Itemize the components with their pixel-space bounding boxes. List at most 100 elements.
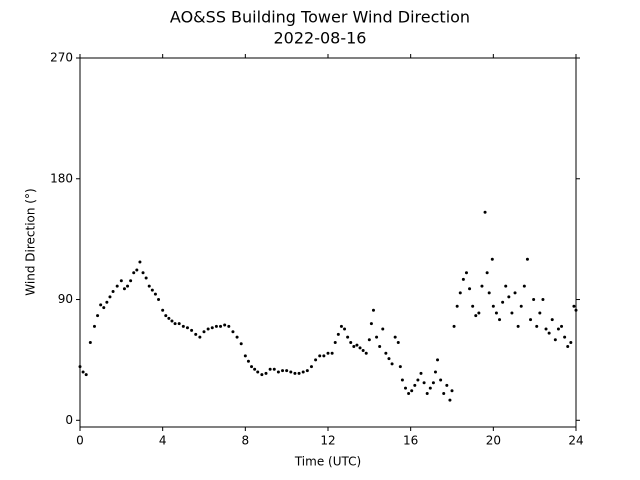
x-tick-label: 4 — [159, 434, 167, 448]
point — [569, 340, 573, 344]
point — [498, 318, 502, 322]
point — [147, 284, 151, 288]
point — [490, 257, 494, 261]
point — [445, 383, 449, 387]
point — [428, 386, 432, 390]
point — [157, 298, 161, 302]
point — [260, 373, 264, 377]
point — [223, 323, 227, 327]
point — [504, 284, 508, 288]
point — [510, 311, 514, 315]
point — [318, 354, 322, 358]
point — [170, 319, 174, 323]
point — [190, 328, 194, 332]
point — [181, 324, 185, 328]
point — [425, 391, 429, 395]
chart-subtitle: 2022-08-16 — [274, 29, 367, 48]
point — [519, 304, 523, 308]
point — [461, 277, 465, 281]
point — [416, 378, 420, 382]
point — [352, 344, 356, 348]
point — [560, 324, 564, 328]
point — [507, 295, 511, 299]
point — [513, 291, 517, 295]
point — [339, 324, 343, 328]
y-tick-label: 0 — [65, 413, 73, 427]
point — [439, 378, 443, 382]
point — [293, 371, 297, 375]
point — [468, 287, 472, 291]
point — [343, 327, 347, 331]
point — [314, 358, 318, 362]
point — [547, 331, 551, 335]
point — [135, 268, 139, 272]
point — [144, 276, 148, 280]
point — [529, 318, 533, 322]
point — [516, 324, 520, 328]
point — [239, 342, 243, 346]
point — [281, 369, 285, 373]
y-tick-label: 270 — [50, 51, 73, 65]
point — [88, 340, 92, 344]
x-tick-label: 0 — [76, 434, 84, 448]
point — [442, 391, 446, 395]
point — [393, 335, 397, 339]
point — [361, 349, 365, 353]
point — [246, 359, 250, 363]
point — [108, 295, 112, 299]
point — [400, 378, 404, 382]
point — [358, 346, 362, 350]
point — [81, 370, 85, 374]
point — [538, 311, 542, 315]
point — [153, 292, 157, 296]
point — [305, 369, 309, 373]
point — [471, 304, 475, 308]
point — [355, 343, 359, 347]
point — [398, 365, 402, 369]
point — [550, 318, 554, 322]
point — [494, 311, 498, 315]
point — [102, 306, 106, 310]
point — [480, 284, 484, 288]
point — [433, 370, 437, 374]
point — [129, 279, 133, 283]
point — [289, 370, 293, 374]
point — [141, 271, 145, 275]
point — [566, 344, 570, 348]
point — [474, 314, 478, 318]
point — [572, 304, 576, 308]
point — [119, 279, 123, 283]
point — [419, 371, 423, 375]
point — [431, 381, 435, 385]
y-tick-label: 90 — [58, 292, 73, 306]
chart-title: AO&SS Building Tower Wind Direction — [170, 8, 470, 27]
point — [84, 373, 88, 377]
x-axis-label: Time (UTC) — [294, 455, 361, 469]
point — [501, 300, 505, 304]
point — [367, 338, 371, 342]
point — [297, 371, 301, 375]
point — [250, 365, 254, 369]
point — [99, 303, 103, 307]
point — [535, 324, 539, 328]
point — [198, 335, 202, 339]
point — [202, 330, 206, 334]
point — [371, 308, 375, 312]
point — [256, 370, 260, 374]
y-axis-label: Wind Direction (°) — [24, 188, 38, 295]
point — [378, 344, 382, 348]
point — [455, 304, 459, 308]
point — [458, 291, 462, 295]
x-tick-label: 12 — [320, 434, 335, 448]
point — [235, 335, 239, 339]
point — [330, 351, 334, 355]
point — [96, 314, 100, 318]
point — [387, 357, 391, 361]
point — [227, 324, 231, 328]
point — [272, 367, 276, 371]
point — [322, 354, 326, 358]
point — [326, 351, 330, 355]
point — [349, 340, 353, 344]
point — [448, 398, 452, 402]
x-tick-label: 24 — [568, 434, 583, 448]
